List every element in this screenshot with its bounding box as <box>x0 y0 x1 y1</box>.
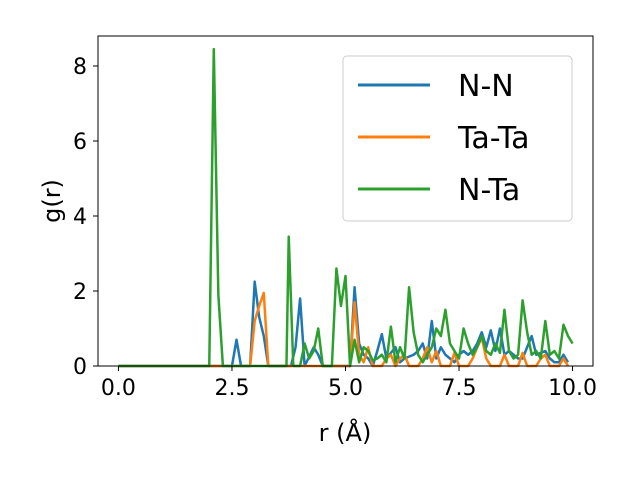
series-line-ta-ta <box>118 291 570 368</box>
series-line-n-ta <box>118 47 574 368</box>
y-tick-label: 2 <box>73 280 87 305</box>
x-axis-label: r (Å) <box>319 418 372 447</box>
y-axis: 0 2 4 6 8 <box>73 55 98 380</box>
x-tick-label: 10.0 <box>548 376 597 401</box>
legend-box <box>342 55 573 222</box>
x-tick-label: 2.5 <box>214 376 249 401</box>
y-axis-label: g(r) <box>38 179 66 223</box>
y-tick-label: 8 <box>73 55 87 80</box>
legend-label-n-ta: N-Ta <box>458 173 520 208</box>
x-tick-label: 0.0 <box>101 376 136 401</box>
legend-label-ta-ta: Ta-Ta <box>457 121 530 156</box>
x-axis: 0.0 2.5 5.0 7.5 10.0 <box>101 366 597 401</box>
x-tick-label: 5.0 <box>328 376 363 401</box>
legend-label-n-n: N-N <box>458 69 514 104</box>
y-tick-label: 4 <box>73 205 87 230</box>
legend: N-N Ta-Ta N-Ta <box>342 55 573 222</box>
x-tick-label: 7.5 <box>442 376 477 401</box>
y-tick-label: 6 <box>73 130 87 155</box>
y-tick-label: 0 <box>73 355 87 380</box>
plot-lines <box>118 47 574 368</box>
